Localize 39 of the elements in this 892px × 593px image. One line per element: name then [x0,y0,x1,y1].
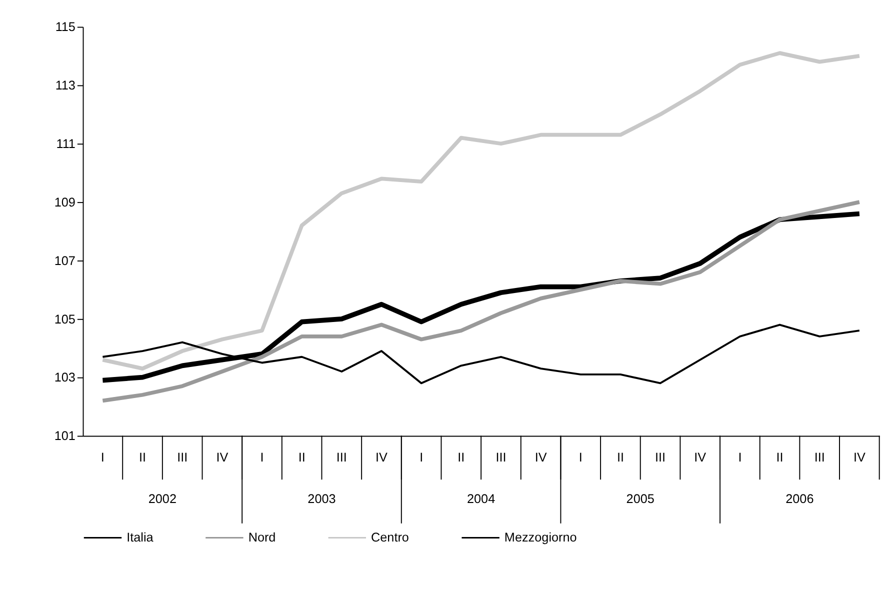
y-tick-label: 105 [54,312,76,326]
y-tick-label: 111 [56,137,76,152]
text: 2002 [148,492,176,506]
x-tick-label: I [260,450,264,465]
legend-label: Centro [371,530,409,545]
x-tick-label: II [298,450,306,465]
line-series [100,200,862,403]
text: 2004 [466,492,496,506]
x-tick-label: III [496,450,506,465]
x-tick-label: III [655,450,666,465]
y-tick-label: 113 [55,78,76,93]
x-tick-label: II [616,450,624,465]
legend-label: Nord [248,530,276,545]
x-tick-label: III [814,450,825,465]
x-tick-label: II [139,450,146,465]
x-tick-label: I [578,450,582,465]
x-tick-label: II [458,450,465,465]
x-tick-label: IV [853,450,866,465]
y-tick-label: 101 [54,429,76,444]
x-tick-label: IV [694,450,707,465]
y-tick-label: 107 [54,254,76,268]
x-tick-label: II [776,450,784,465]
x-tick-label: IV [216,450,229,465]
y-tick-label: 103 [54,370,76,385]
text: 2005 [626,492,654,506]
x-tick-label: I [100,450,104,465]
x-tick-label: I [420,450,424,465]
x-tick-label: III [336,450,347,465]
x-tick-label: III [177,450,188,465]
y-tick-label: 115 [55,20,76,34]
text: 2003 [308,492,336,506]
legend-label: Italia [126,530,154,545]
y-tick-label: 109 [54,195,76,210]
legend-label: Mezzogiorno [504,530,577,545]
line-series [100,51,862,371]
x-tick-label: IV [376,450,388,465]
x-tick-label: IV [534,450,548,465]
text: 2006 [786,492,814,506]
x-tick-label: I [738,450,742,465]
